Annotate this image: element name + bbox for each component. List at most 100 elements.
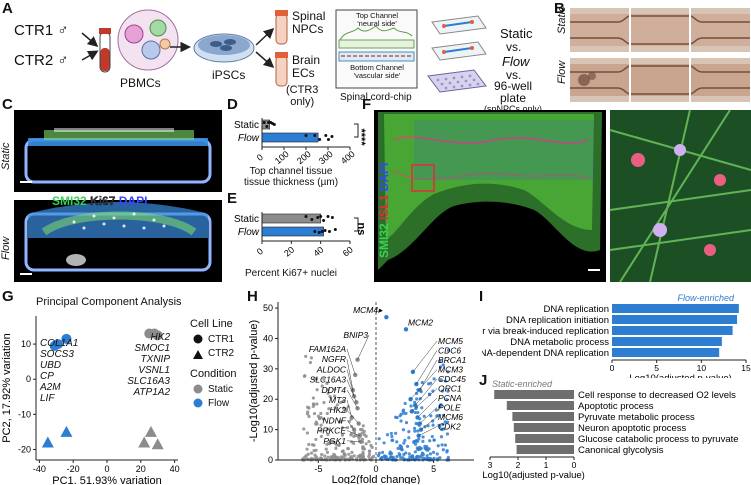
bottom-channel-label: Bottom Channel'vascular side' <box>350 63 404 80</box>
volcano-point <box>325 450 330 454</box>
volcano-point <box>441 448 445 452</box>
panel-letter-g: G <box>2 288 14 305</box>
volcano-point <box>326 391 330 395</box>
x-tick-label: 0 <box>572 460 577 470</box>
volcano-point <box>446 455 450 460</box>
volcano-point <box>412 440 416 444</box>
gene-label: DDIT4 <box>321 385 346 395</box>
volcano-point <box>310 443 315 447</box>
volcano-point <box>308 360 313 365</box>
vs2-label: vs. <box>506 68 522 82</box>
pca-point <box>41 436 54 448</box>
term-label: DNA metabolic process <box>510 337 609 348</box>
x-tick-label: 300 <box>317 149 335 166</box>
y-axis-label: -Log10(adjusted p-value) <box>248 320 260 442</box>
volcano-point <box>420 380 424 385</box>
gene-label: BNIP3 <box>343 330 368 340</box>
significance-bracket <box>354 217 359 232</box>
legend-ctr1: CTR1 <box>208 334 235 345</box>
volcano-point <box>407 452 411 456</box>
label-leader-line <box>346 369 355 397</box>
gene-label: CDC6 <box>438 346 461 356</box>
volcano-point <box>367 439 371 444</box>
blood-tube-icon <box>99 28 111 73</box>
spinal-cord-chip-diagram <box>335 9 418 89</box>
confocal-cross-sections <box>14 110 222 282</box>
volcano-point <box>419 455 423 459</box>
volcano-point <box>399 456 403 460</box>
volcano-point <box>389 431 393 436</box>
volcano-point <box>398 414 402 418</box>
volcano-point <box>443 379 448 383</box>
flow-cross-section-image <box>24 202 212 272</box>
gene-label: PRKCE <box>317 426 347 436</box>
term-label: DNA replication <box>544 304 609 315</box>
data-point <box>313 230 317 233</box>
legend-static: Static <box>208 384 234 395</box>
static-label-c: Static <box>0 142 12 170</box>
volcano-point <box>394 431 398 435</box>
volcano-point <box>431 450 436 454</box>
volcano-point <box>407 436 411 440</box>
highlighted-point <box>357 433 363 438</box>
volcano-point <box>340 433 345 437</box>
label-leader-line <box>419 407 438 424</box>
data-point <box>326 215 330 218</box>
y-tick-label: 20 <box>263 394 273 404</box>
label-leader-line <box>415 378 438 406</box>
volcano-point <box>311 402 316 406</box>
bar <box>261 132 319 143</box>
volcano-point <box>347 452 351 456</box>
enrichment-bar <box>512 412 574 421</box>
volcano-point <box>343 409 348 413</box>
highlighted-point <box>403 327 409 332</box>
panel-letter-e: E <box>227 190 238 207</box>
volcano-point <box>421 452 425 457</box>
volcano-point <box>306 405 310 409</box>
volcano-point <box>333 406 337 410</box>
volcano-point <box>398 453 402 457</box>
static-label-b: Static <box>556 6 568 34</box>
data-point <box>322 219 326 222</box>
volcano-point <box>432 456 436 460</box>
volcano-point <box>380 450 385 454</box>
volcano-point <box>325 442 329 446</box>
category-label: Flow <box>238 227 260 238</box>
volcano-point <box>361 424 365 428</box>
volcano-point <box>440 443 444 447</box>
significance-label: ns <box>355 223 367 236</box>
pca-point <box>138 436 151 448</box>
stain-legend-f: SMI32 ISL1 DAPI <box>377 163 391 258</box>
label-leader-line <box>416 350 438 385</box>
top-channel-label: Top Channel'neural side' <box>355 11 399 28</box>
volcano-point <box>305 447 309 451</box>
volcano-point <box>443 420 447 424</box>
pca-point <box>61 333 72 344</box>
chart-d-xlabel: Top channel tissue tissue thickness (µm) <box>243 166 339 188</box>
x-tick-label: -5 <box>314 464 322 474</box>
volcano-point <box>319 434 324 439</box>
highlighted-point <box>358 439 364 444</box>
gene-label: HK2 <box>329 405 346 415</box>
volcano-point <box>361 450 365 455</box>
volcano-point <box>425 454 429 458</box>
volcano-point <box>361 455 365 459</box>
volcano-point <box>436 444 440 448</box>
panel-letter-i: I <box>479 288 484 305</box>
label-leader-line <box>420 416 438 430</box>
volcano-point <box>421 435 425 439</box>
gene-label: MCM2 <box>408 317 433 327</box>
volcano-point <box>399 419 403 423</box>
volcano-point <box>346 447 350 451</box>
term-label: DNA replication initiation <box>506 315 609 326</box>
legend-ctr2: CTR2 <box>208 348 235 359</box>
label-leader-line <box>346 348 356 375</box>
gene-label: MCM6 <box>438 412 463 422</box>
volcano-point <box>352 441 356 445</box>
data-point <box>326 138 330 141</box>
volcano-point <box>319 411 323 416</box>
volcano-point <box>407 430 411 434</box>
ctr3-only-label: (CTR3 only) <box>286 84 319 108</box>
volcano-point <box>421 439 425 443</box>
